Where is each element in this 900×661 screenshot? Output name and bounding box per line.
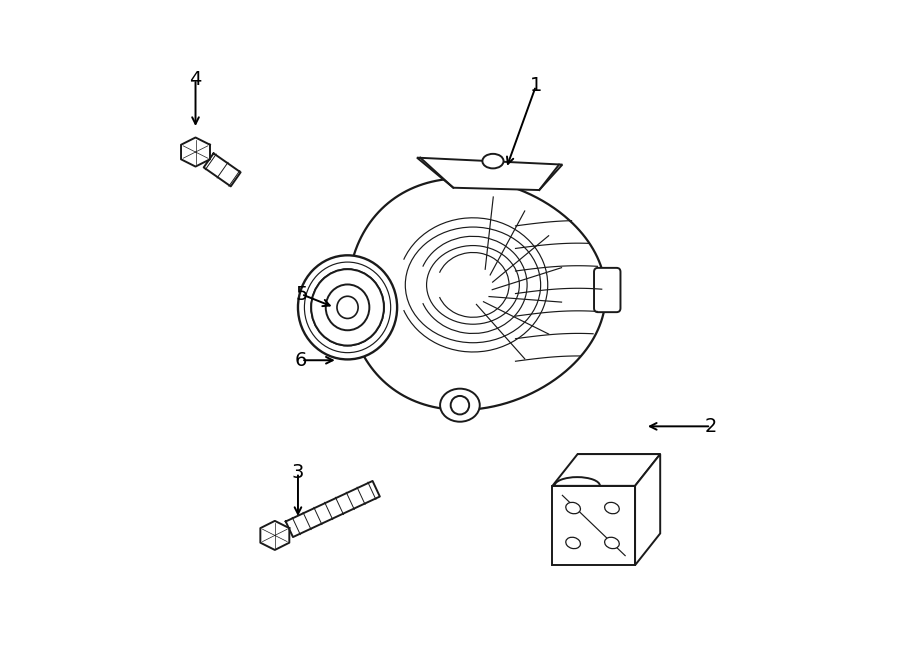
Ellipse shape	[337, 296, 358, 319]
Text: 6: 6	[295, 351, 308, 369]
Ellipse shape	[326, 284, 369, 330]
Ellipse shape	[482, 154, 503, 169]
Ellipse shape	[566, 502, 580, 514]
Polygon shape	[553, 486, 635, 565]
Ellipse shape	[311, 269, 384, 346]
Ellipse shape	[440, 389, 480, 422]
Ellipse shape	[592, 472, 604, 481]
Polygon shape	[420, 138, 559, 167]
Circle shape	[451, 396, 469, 414]
Polygon shape	[553, 454, 661, 486]
Polygon shape	[285, 481, 380, 537]
Polygon shape	[181, 137, 210, 167]
Text: 4: 4	[189, 70, 202, 89]
Ellipse shape	[298, 255, 397, 360]
Text: 1: 1	[530, 77, 542, 95]
FancyBboxPatch shape	[594, 268, 620, 312]
Text: 5: 5	[295, 285, 308, 303]
Ellipse shape	[566, 537, 580, 549]
Polygon shape	[203, 153, 240, 186]
Ellipse shape	[605, 502, 619, 514]
Text: 3: 3	[292, 463, 304, 482]
Polygon shape	[260, 521, 289, 550]
Ellipse shape	[632, 472, 643, 481]
Polygon shape	[635, 454, 661, 565]
Text: 2: 2	[705, 417, 717, 436]
Ellipse shape	[605, 537, 619, 549]
Polygon shape	[417, 157, 562, 190]
Polygon shape	[578, 454, 661, 533]
Polygon shape	[348, 178, 606, 410]
